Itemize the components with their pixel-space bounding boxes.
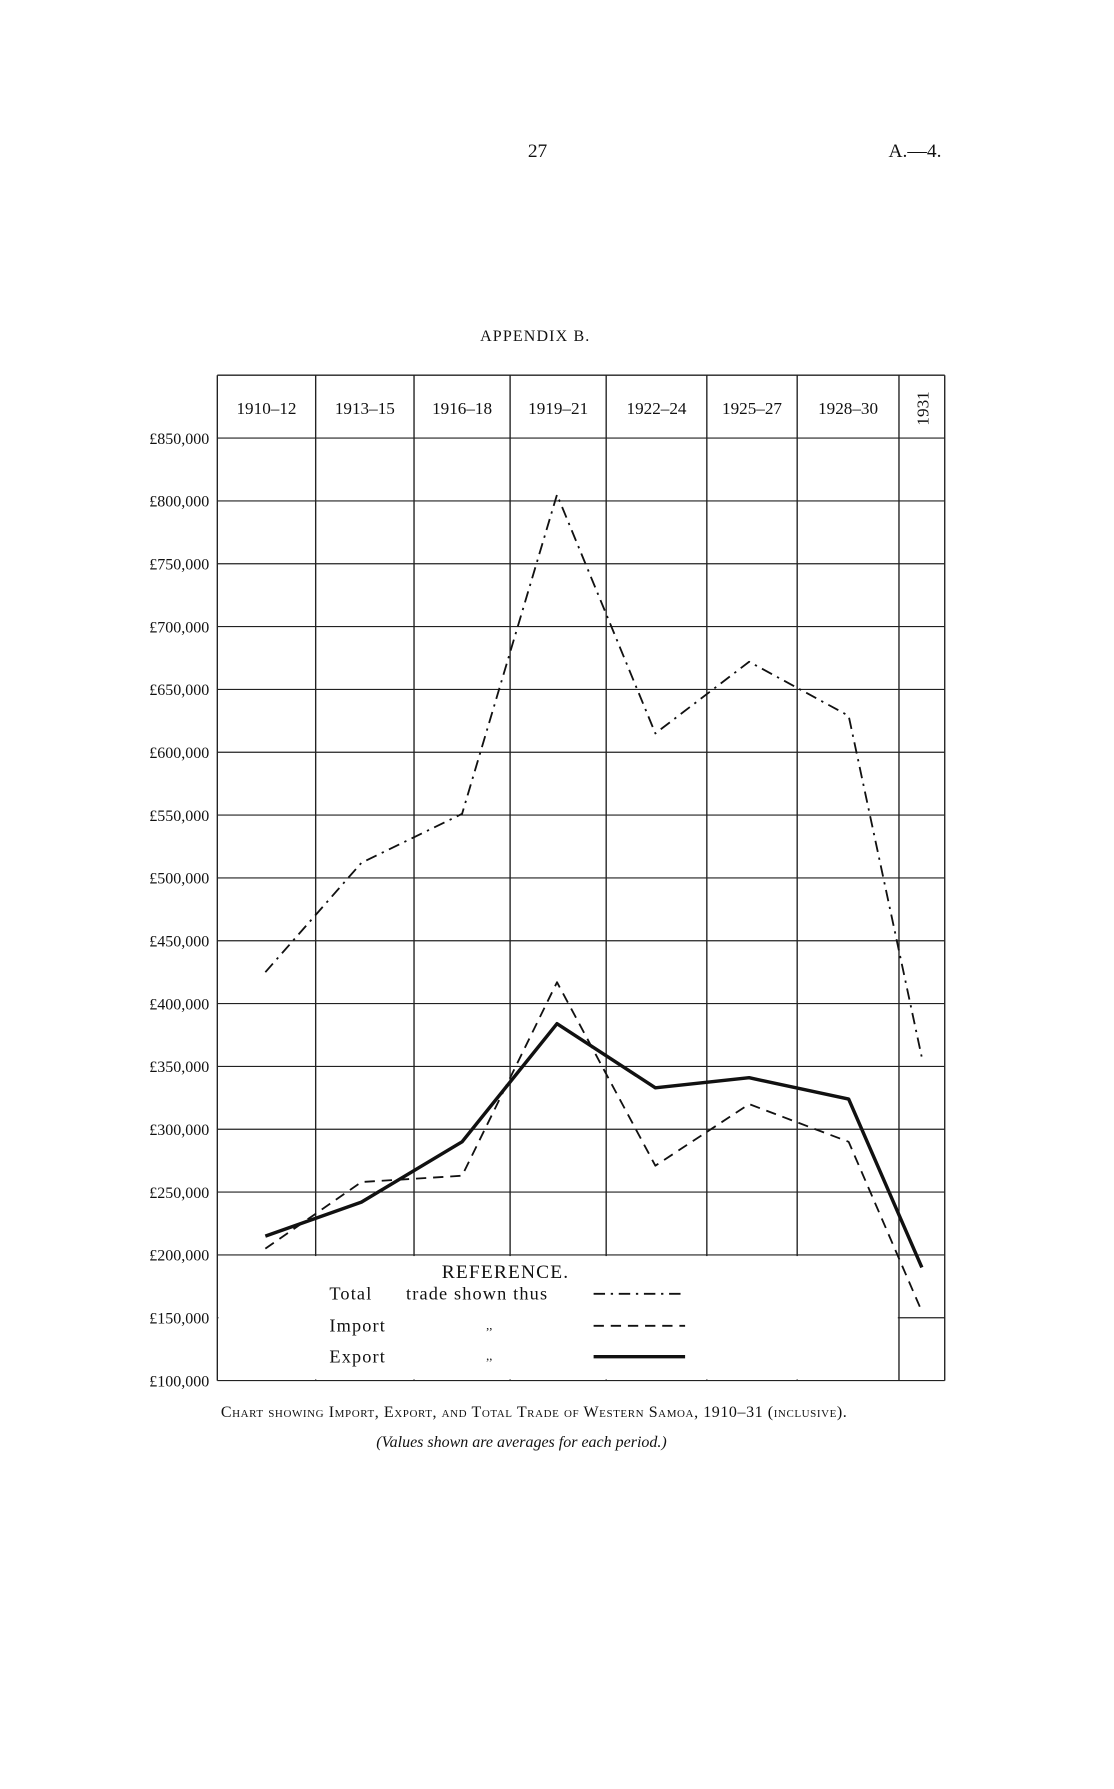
column-header: 1910–12 xyxy=(236,399,296,418)
y-tick-label: £800,000 xyxy=(149,494,209,511)
series-line xyxy=(264,1021,924,1269)
legend-box xyxy=(218,1256,898,1380)
y-tick-label: £450,000 xyxy=(149,933,209,950)
page-number: 27 xyxy=(528,141,548,162)
y-tick-label: £650,000 xyxy=(149,682,209,699)
series-line xyxy=(264,493,923,1058)
column-header: 1919–21 xyxy=(528,399,588,418)
column-header: 1922–24 xyxy=(627,399,687,418)
legend-label: Import xyxy=(329,1316,386,1336)
series-line xyxy=(264,981,923,1312)
y-tick-label: £750,000 xyxy=(149,556,209,573)
y-tick-label: £150,000 xyxy=(149,1310,209,1327)
y-tick-label: £850,000 xyxy=(149,431,209,448)
y-tick-label: £500,000 xyxy=(149,871,209,888)
y-tick-label: £350,000 xyxy=(149,1059,209,1076)
legend-label-suffix: trade shown thus xyxy=(406,1284,548,1304)
y-tick-label: £600,000 xyxy=(149,745,209,762)
chart-note: (Values shown are averages for each peri… xyxy=(376,1434,666,1451)
column-header: 1931 xyxy=(914,391,933,425)
y-tick-label: £250,000 xyxy=(149,1185,209,1202)
chart-caption: Chart showing Import, Export, and Total … xyxy=(221,1404,848,1421)
document-reference: A.—4. xyxy=(889,141,942,162)
y-tick-label: £300,000 xyxy=(149,1122,209,1139)
y-tick-label: £700,000 xyxy=(149,619,209,636)
legend-ditto: ,, xyxy=(486,1349,492,1363)
appendix-heading: APPENDIX B. xyxy=(480,328,590,345)
y-tick-label: £100,000 xyxy=(149,1373,209,1390)
legend-label: Total xyxy=(329,1284,372,1304)
y-tick-label: £550,000 xyxy=(149,808,209,825)
legend-title: REFERENCE. xyxy=(442,1262,570,1283)
y-tick-label: £400,000 xyxy=(149,996,209,1013)
column-header: 1913–15 xyxy=(335,399,395,418)
column-header: 1928–30 xyxy=(818,399,878,418)
column-header: 1916–18 xyxy=(432,399,492,418)
column-header: 1925–27 xyxy=(722,399,782,418)
legend-label: Export xyxy=(329,1346,386,1366)
legend-ditto: ,, xyxy=(486,1318,492,1332)
y-tick-label: £200,000 xyxy=(149,1248,209,1265)
